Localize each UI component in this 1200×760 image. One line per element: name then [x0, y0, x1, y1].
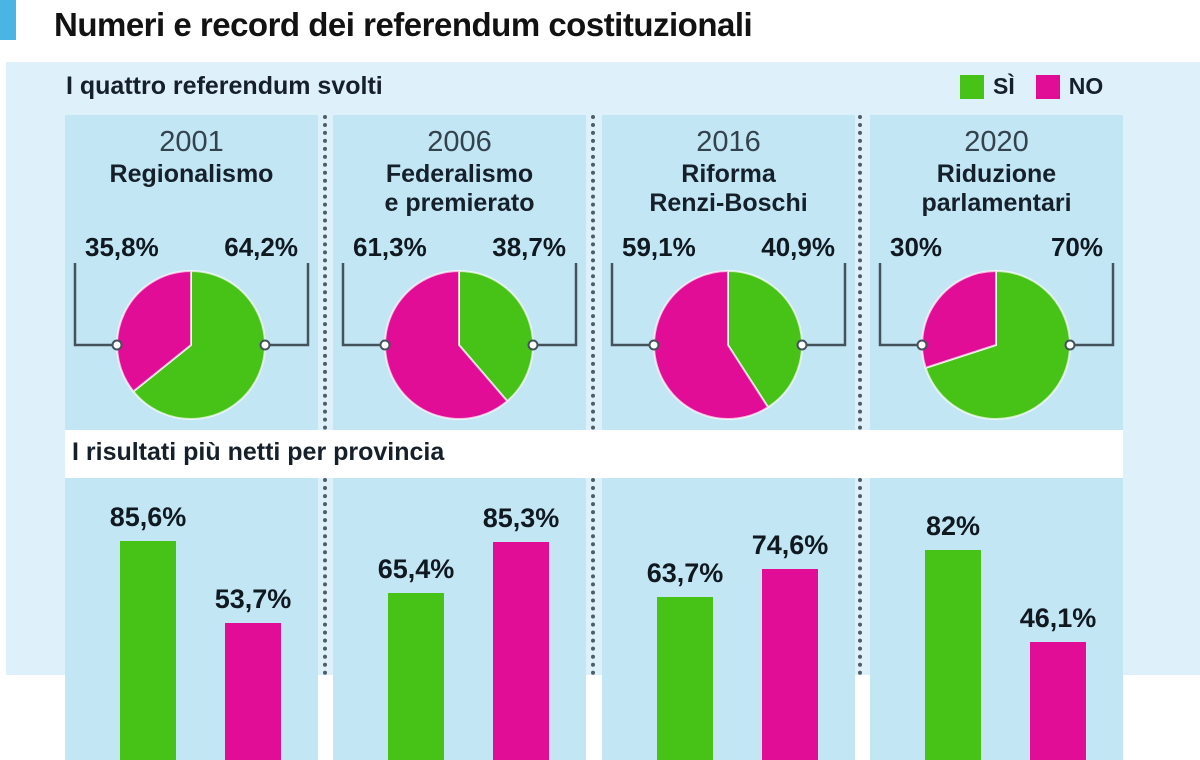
dotted-separator	[591, 478, 595, 675]
callout-line-si	[269, 263, 310, 347]
pie-slice-si	[131, 269, 266, 420]
pie-chart-2006	[341, 263, 578, 420]
callout-line-si	[806, 263, 847, 347]
pct-label-si: 38,7%	[492, 232, 566, 262]
dotted-separator	[323, 115, 327, 430]
section-heading-provinces: I risultati più netti per provincia	[72, 438, 445, 466]
bar-no	[762, 569, 818, 760]
section-band	[65, 430, 1123, 478]
pie-slice-no	[384, 269, 509, 420]
callout-dot-si	[1064, 339, 1076, 351]
referendum-panel-2020: 2020 Riduzione parlamentari 30% 70%	[870, 115, 1123, 430]
pie-chart-2001	[73, 263, 310, 420]
pie-slice-no	[116, 269, 192, 393]
province-panel-2001: 85,6% 53,7%	[65, 478, 318, 760]
pct-label-si: 40,9%	[761, 232, 835, 262]
referendum-name: Regionalismo	[109, 160, 274, 188]
province-panel-2020: 82% 46,1%	[870, 478, 1123, 760]
referendum-panel-2006: 2006 Federalismo e premierato 61,3% 38,7…	[333, 115, 586, 430]
referendum-name: Federalismo e premierato	[384, 160, 535, 217]
callout-line-si	[537, 263, 578, 347]
bar-label-si: 85,6%	[109, 501, 187, 532]
legend-si-label: SÌ	[993, 73, 1015, 99]
referendum-name: Riduzione parlamentari	[921, 160, 1072, 217]
dotted-separator	[591, 115, 595, 430]
referendum-year: 2006	[427, 126, 492, 158]
pie-chart-2020	[878, 263, 1115, 420]
callout-dot-no	[916, 339, 928, 351]
bar-si	[925, 550, 981, 760]
pct-label-no: 30%	[890, 232, 943, 262]
province-panel-2016: 63,7% 74,6%	[602, 478, 855, 760]
dotted-separator	[858, 115, 862, 430]
referendum-year: 2020	[964, 126, 1029, 158]
legend-si-swatch	[960, 74, 984, 99]
bar-label-no: 46,1%	[1019, 602, 1097, 633]
bar-no	[225, 622, 281, 760]
pct-label-no: 59,1%	[622, 232, 696, 262]
bar-no	[1030, 641, 1086, 760]
callout-line-no	[878, 263, 918, 347]
callout-line-no	[73, 263, 113, 347]
pct-label-no: 35,8%	[85, 232, 159, 262]
callout-dot-no	[111, 339, 123, 351]
title-accent-square	[0, 0, 16, 40]
referendum-panel-2001: 2001 Regionalismo 35,8% 64,2%	[65, 115, 318, 430]
pie-slice-si	[924, 269, 1071, 420]
pie-slice-si	[458, 269, 534, 403]
bar-label-no: 74,6%	[751, 530, 829, 561]
pct-label-si: 70%	[1050, 232, 1103, 262]
bar-si	[388, 592, 444, 760]
legend-no-swatch	[1035, 74, 1060, 99]
bar-no	[493, 541, 549, 760]
referendum-year: 2001	[159, 126, 224, 158]
bar-label-no: 53,7%	[214, 583, 292, 614]
referendum-name: Riforma Renzi-Boschi	[649, 160, 808, 217]
callout-line-no	[341, 263, 381, 347]
pie-slice-no	[921, 269, 997, 370]
pct-label-no: 61,3%	[353, 232, 427, 262]
bar-label-si: 65,4%	[377, 553, 455, 584]
dotted-separator	[858, 478, 862, 675]
legend: SÌ NO	[960, 73, 1115, 100]
province-panel-2006: 65,4% 85,3%	[333, 478, 586, 760]
bar-si	[120, 540, 176, 760]
callout-dot-no	[648, 339, 660, 351]
bar-si	[657, 596, 713, 760]
pie-slice-no	[653, 269, 770, 420]
bar-label-si: 63,7%	[646, 557, 724, 588]
pie-chart-2016	[610, 263, 847, 420]
callout-dot-si	[527, 339, 539, 351]
referendum-year: 2016	[696, 126, 761, 158]
dotted-separator	[323, 478, 327, 675]
page-title: Numeri e record dei referendum costituzi…	[54, 6, 753, 43]
callout-dot-si	[259, 339, 271, 351]
legend-no-label: NO	[1068, 73, 1104, 99]
callout-line-no	[610, 263, 650, 347]
referendum-panel-2016: 2016 Riforma Renzi-Boschi 59,1% 40,9%	[602, 115, 855, 430]
callout-dot-si	[796, 339, 808, 351]
bar-label-si: 82%	[925, 511, 981, 542]
section-heading-referendums: I quattro referendum svolti	[66, 72, 383, 100]
pct-label-si: 64,2%	[224, 232, 298, 262]
callout-dot-no	[379, 339, 391, 351]
bar-label-no: 85,3%	[482, 502, 560, 533]
callout-line-si	[1074, 263, 1115, 347]
